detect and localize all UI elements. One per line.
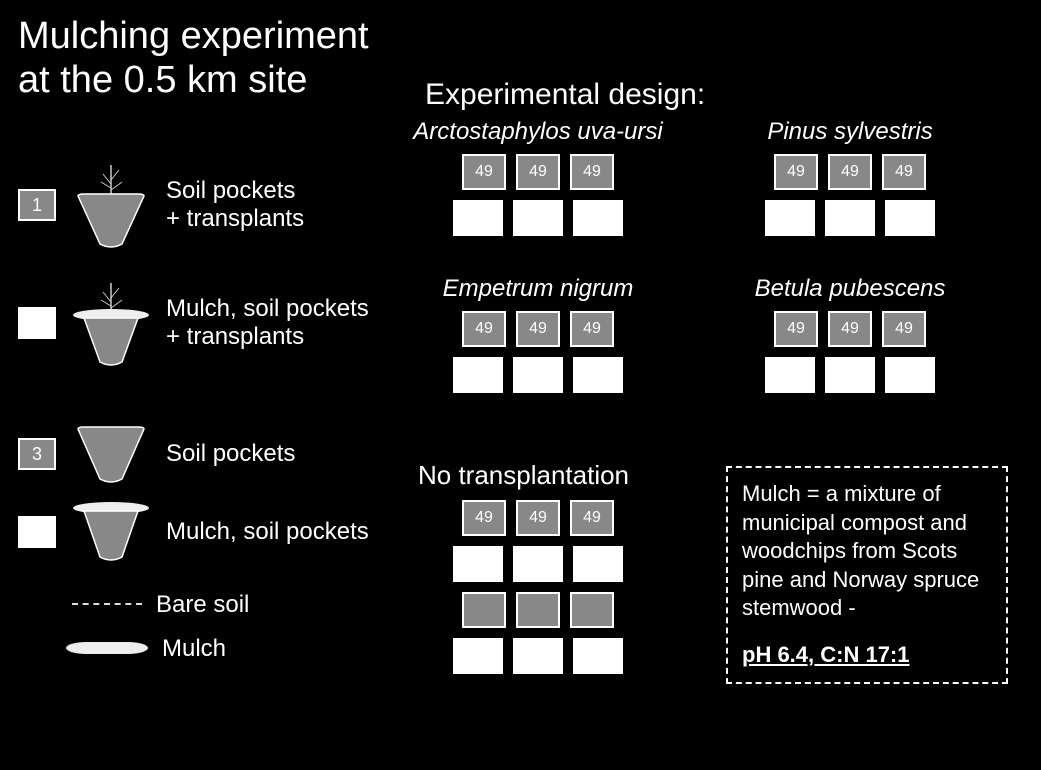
legend-num-4: 4: [18, 516, 56, 548]
plot-box: 49: [516, 500, 560, 536]
species-group-b: Pinus sylvestris 49 49 49: [720, 118, 980, 246]
plot-box: 49: [462, 311, 506, 347]
plot-box-white: [513, 357, 563, 393]
legend-label-2-text: Mulch, soil pockets + transplants: [166, 295, 369, 350]
plot-box-white: [453, 357, 503, 393]
mulch-soil-pocket-icon: [70, 501, 152, 563]
legend-row-2: Mulch, soil pockets + transplants: [18, 278, 388, 368]
plot-box-white: [573, 200, 623, 236]
legend-num-2: [18, 307, 56, 339]
title-line1: Mulching experiment: [18, 15, 369, 59]
plot-box: [516, 592, 560, 628]
plot-row-c-bottom: [408, 357, 668, 393]
plot-box-white: [573, 357, 623, 393]
legend-label-2: Mulch, soil pockets + transplants: [166, 295, 369, 350]
mulch-text: Mulch = a mixture of municipal compost a…: [742, 480, 992, 623]
design-header: Experimental design:: [425, 78, 705, 112]
species-name-b: Pinus sylvestris: [720, 118, 980, 146]
soil-pocket-icon: [70, 423, 152, 485]
plot-box-white: [513, 546, 563, 582]
plot-box-white: [513, 200, 563, 236]
legend-label-1: Soil pockets + transplants: [166, 177, 304, 232]
plot-box-white: [453, 200, 503, 236]
legend-row-1: 1 Soil pockets + transplants: [18, 160, 388, 250]
plot-box: 49: [774, 311, 818, 347]
mulch-soil-pocket-with-plant-icon: [70, 278, 152, 368]
plot-box: 49: [882, 154, 926, 190]
plot-row-d-top: 49 49 49: [720, 311, 980, 347]
no-transplant-header: No transplantation: [418, 460, 629, 491]
plot-box: 49: [828, 154, 872, 190]
plot-row-d-bottom: [720, 357, 980, 393]
legend-label-4: Mulch, soil pockets: [166, 518, 369, 546]
plot-box-white: [765, 200, 815, 236]
legend-label-5: Bare soil: [156, 591, 249, 619]
species-group-a: Arctostaphylos uva-ursi 49 49 49: [408, 118, 668, 246]
plot-box-white: [885, 200, 935, 236]
plot-box: 49: [570, 500, 614, 536]
plot-box: 49: [462, 500, 506, 536]
mulch-icon: [66, 642, 148, 654]
species-name-d: Betula pubescens: [720, 275, 980, 303]
mulch-stats: pH 6.4, C:N 17:1: [742, 641, 992, 670]
plot-row-a-bottom: [408, 200, 668, 236]
species-group-c: Empetrum nigrum 49 49 49: [408, 275, 668, 403]
species-name-c: Empetrum nigrum: [408, 275, 668, 303]
legend-label-1-text: Soil pockets + transplants: [166, 177, 304, 232]
species-name-a: Arctostaphylos uva-ursi: [408, 118, 668, 146]
notrans-row-2: [408, 546, 668, 582]
mulch-info-box: Mulch = a mixture of municipal compost a…: [726, 466, 1008, 684]
plot-row-b-bottom: [720, 200, 980, 236]
bare-soil-icon: [72, 603, 142, 607]
notrans-row-4: [408, 638, 668, 674]
species-group-d: Betula pubescens 49 49 49: [720, 275, 980, 403]
legend-num-1: 1: [18, 189, 56, 221]
plot-box: 49: [516, 154, 560, 190]
plot-box-white: [573, 546, 623, 582]
plot-box: 49: [462, 154, 506, 190]
plot-box: 49: [570, 311, 614, 347]
legend: 1 Soil pockets + transplants Mulch, soil…: [18, 160, 388, 690]
plot-box-white: [885, 357, 935, 393]
plot-box-white: [825, 200, 875, 236]
legend-label-3: Soil pockets: [166, 440, 295, 468]
plot-box-white: [453, 638, 503, 674]
legend-num-3: 3: [18, 438, 56, 470]
plot-box-white: [825, 357, 875, 393]
plot-box-white: [765, 357, 815, 393]
plot-row-c-top: 49 49 49: [408, 311, 668, 347]
no-transplant-group: 49 49 49: [408, 500, 668, 684]
soil-pocket-with-plant-icon: [70, 160, 152, 250]
plot-row-b-top: 49 49 49: [720, 154, 980, 190]
notrans-row-3: [408, 592, 668, 628]
page-title: Mulching experiment at the 0.5 km site: [18, 15, 369, 102]
plot-row-a-top: 49 49 49: [408, 154, 668, 190]
legend-row-3: 3 Soil pockets: [18, 423, 388, 485]
plot-box-white: [573, 638, 623, 674]
plot-box: [570, 592, 614, 628]
legend-row-6: Mulch: [66, 635, 388, 663]
plot-box: 49: [882, 311, 926, 347]
plot-box: 49: [570, 154, 614, 190]
plot-box-white: [513, 638, 563, 674]
notrans-row-1: 49 49 49: [408, 500, 668, 536]
plot-box: 49: [828, 311, 872, 347]
legend-label-6: Mulch: [162, 635, 226, 663]
legend-row-5: Bare soil: [72, 591, 388, 619]
plot-box: [462, 592, 506, 628]
plot-box: 49: [774, 154, 818, 190]
plot-box-white: [453, 546, 503, 582]
legend-row-4: 4 Mulch, soil pockets: [18, 501, 388, 563]
plot-box: 49: [516, 311, 560, 347]
title-line2: at the 0.5 km site: [18, 59, 369, 103]
